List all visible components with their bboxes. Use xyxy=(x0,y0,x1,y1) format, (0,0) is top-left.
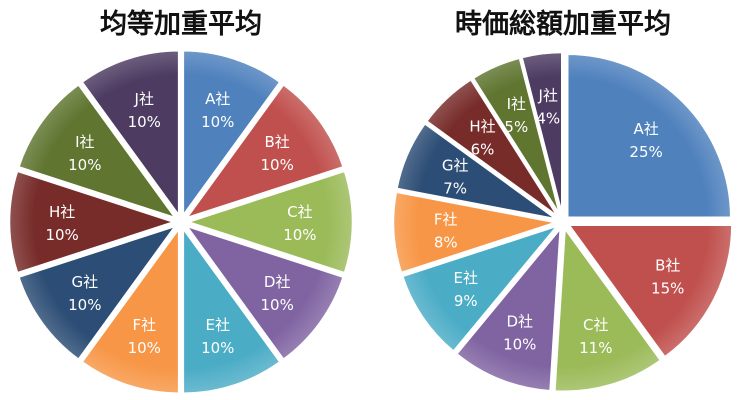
pie-slice-1-G社 xyxy=(394,121,559,221)
slice-percent-label: 10% xyxy=(261,296,294,314)
slice-category-label: H社 xyxy=(49,203,75,221)
slice-category-label: J社 xyxy=(134,90,154,108)
slice-category-label: A社 xyxy=(633,120,658,138)
slice-category-label: E社 xyxy=(205,316,229,334)
right-chart-title: 時価総額加重平均 xyxy=(455,9,671,40)
slice-percent-label: 10% xyxy=(45,226,78,244)
slice-percent-label: 10% xyxy=(128,113,161,131)
slice-percent-label: 8% xyxy=(434,233,458,251)
slice-percent-label: 10% xyxy=(201,113,234,131)
pie-slice-1-J社 xyxy=(519,50,564,217)
slice-percent-label: 10% xyxy=(283,226,316,244)
pie-slice-0-J社 xyxy=(79,49,181,221)
slice-category-label: B社 xyxy=(655,256,680,274)
slice-category-label: J社 xyxy=(538,86,558,104)
slice-percent-label: 11% xyxy=(579,339,612,357)
slice-category-label: C社 xyxy=(583,316,608,334)
slice-category-label: H社 xyxy=(469,117,495,135)
slice-percent-label: 4% xyxy=(536,109,560,127)
pie-slice-0-G社 xyxy=(16,223,180,362)
pie-slice-0-B社 xyxy=(182,82,346,221)
pie-slice-0-I社 xyxy=(16,82,180,221)
slice-percent-label: 6% xyxy=(471,140,495,158)
slice-category-label: I社 xyxy=(507,95,526,113)
pie-slice-0-C社 xyxy=(182,169,355,275)
pie-slice-0-A社 xyxy=(181,49,283,221)
slice-percent-label: 10% xyxy=(128,339,161,357)
pie-slice-0-H社 xyxy=(7,169,180,275)
pie-slice-1-H社 xyxy=(424,77,560,219)
left-chart-title: 均等加重平均 xyxy=(100,9,262,40)
pie-slice-0-F社 xyxy=(79,223,181,395)
slice-percent-label: 25% xyxy=(629,143,662,161)
slice-percent-label: 7% xyxy=(443,179,467,197)
pie-slice-0-E社 xyxy=(181,223,283,395)
pie-slice-0-D社 xyxy=(182,223,346,362)
slice-category-label: G社 xyxy=(442,156,469,174)
slice-category-label: A社 xyxy=(205,90,230,108)
pie-slice-1-E社 xyxy=(400,222,562,354)
slice-category-label: D社 xyxy=(264,273,291,291)
pie-slice-1-C社 xyxy=(553,224,663,394)
pie-slice-1-I社 xyxy=(471,56,562,218)
slice-category-label: G社 xyxy=(72,273,99,291)
slice-percent-label: 15% xyxy=(651,279,684,297)
slice-percent-label: 10% xyxy=(68,296,101,314)
slice-category-label: C社 xyxy=(287,203,312,221)
slice-category-label: F社 xyxy=(132,316,156,334)
pie-slice-1-D社 xyxy=(454,223,563,393)
slice-category-label: B社 xyxy=(265,133,290,151)
slice-percent-label: 10% xyxy=(503,335,536,353)
slice-percent-label: 10% xyxy=(261,156,294,174)
slice-percent-label: 10% xyxy=(68,156,101,174)
pie-slice-1-A社 xyxy=(565,52,733,220)
slice-category-label: I社 xyxy=(75,133,94,151)
pie-slice-1-B社 xyxy=(565,223,734,360)
slice-percent-label: 10% xyxy=(201,339,234,357)
slice-category-label: D社 xyxy=(506,312,533,330)
slice-category-label: E社 xyxy=(454,269,478,287)
slice-percent-label: 9% xyxy=(454,292,478,310)
slice-category-label: F社 xyxy=(434,210,458,228)
slice-percent-label: 5% xyxy=(504,118,528,136)
pie-slice-1-F社 xyxy=(391,190,558,275)
